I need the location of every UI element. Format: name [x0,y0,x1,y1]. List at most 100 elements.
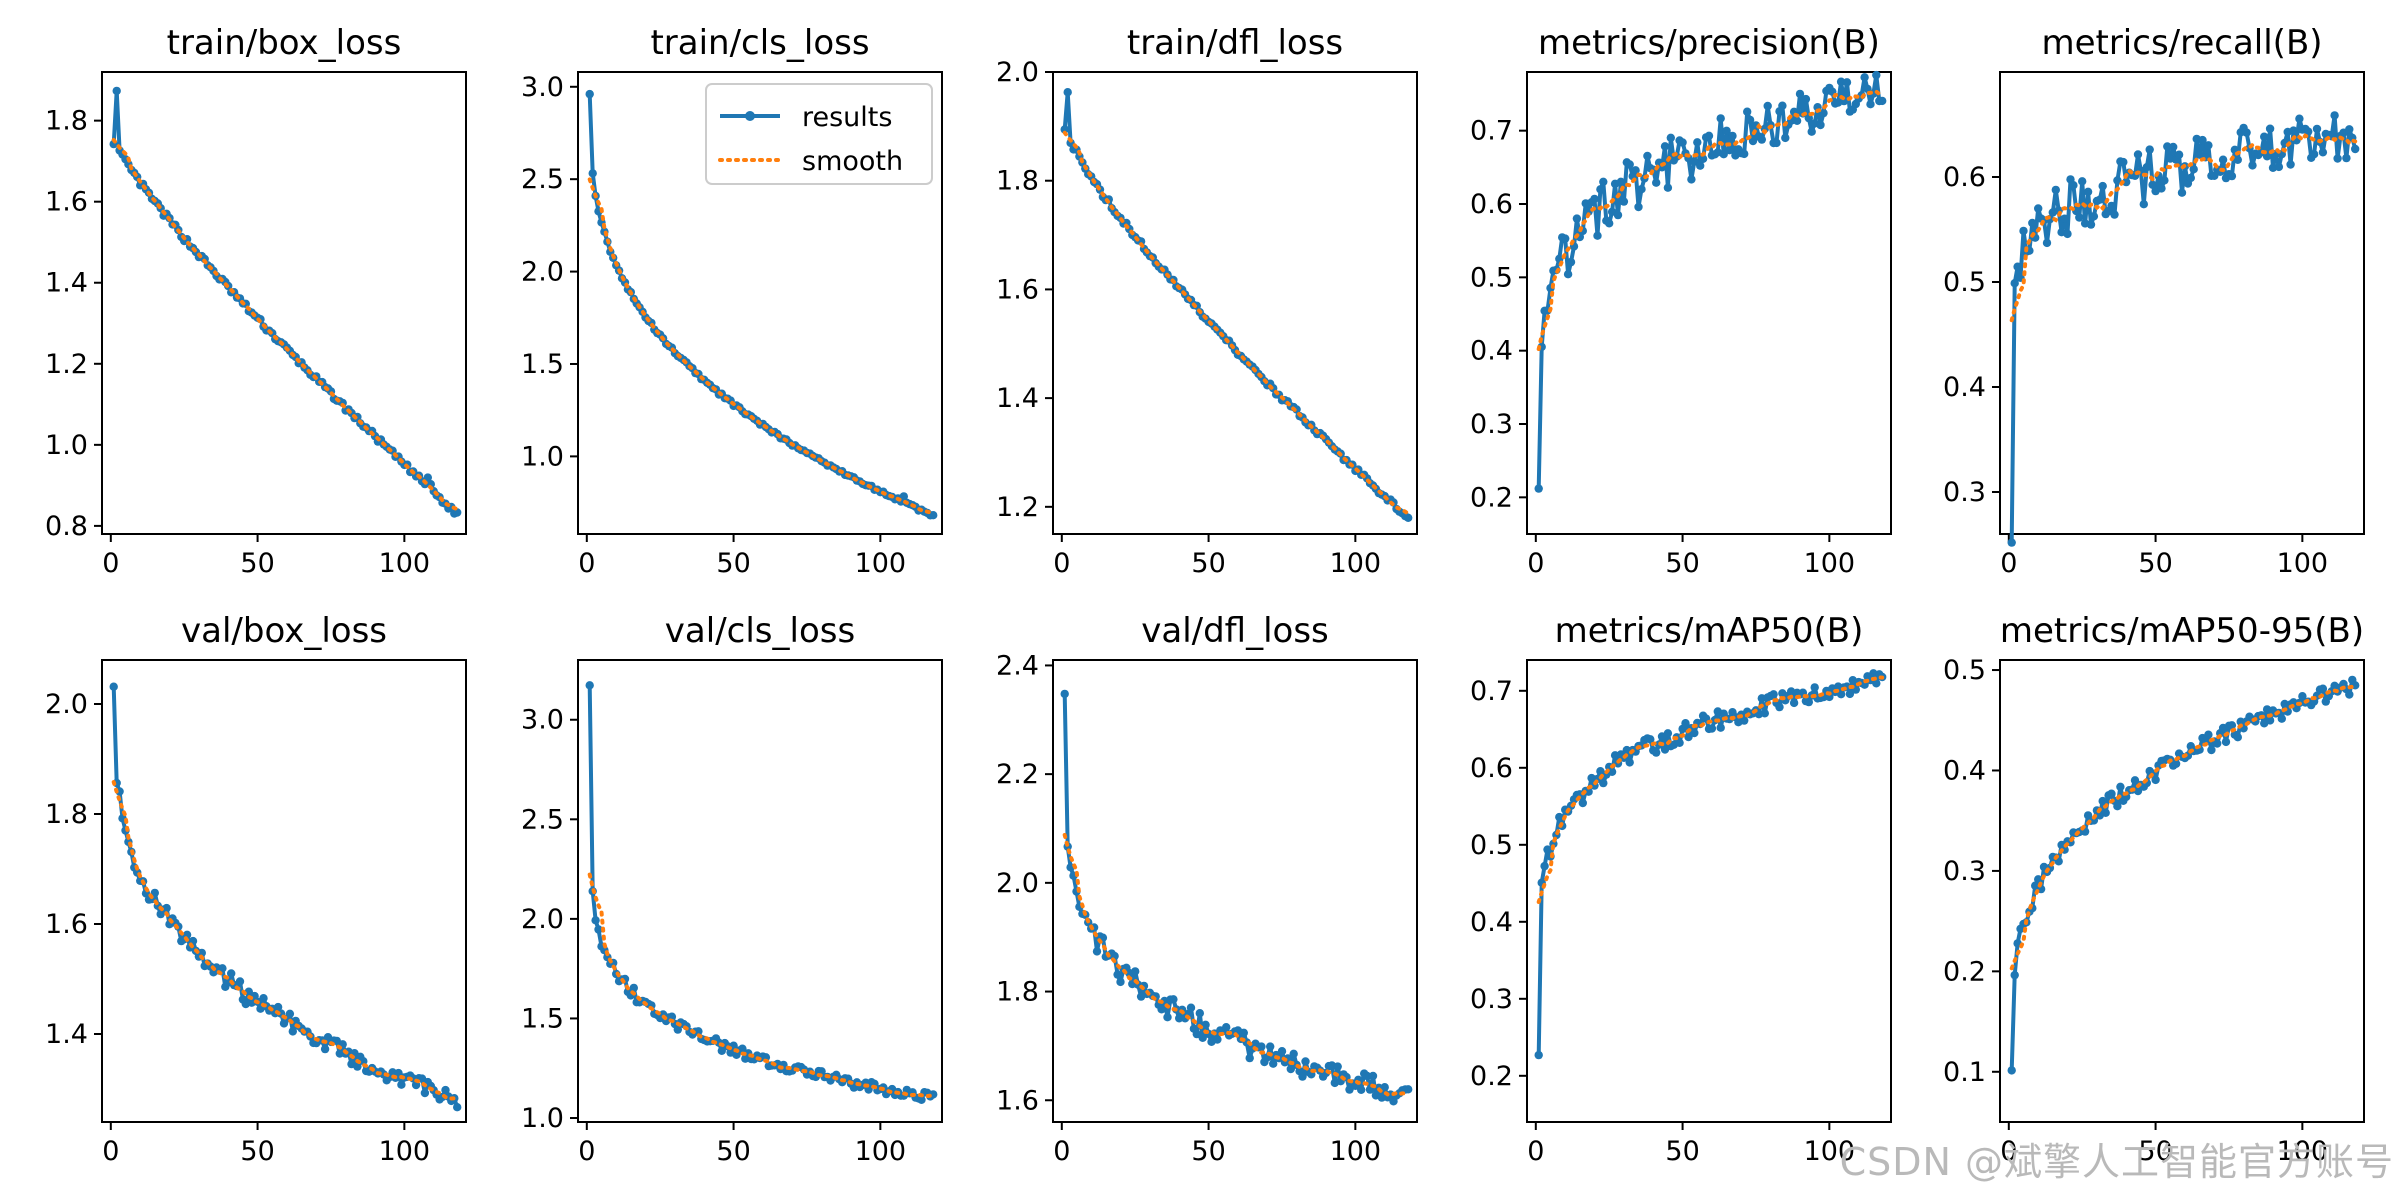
results-point [1198,1033,1207,1043]
results-point [353,1062,362,1071]
results-point [2063,229,2072,239]
x-tick-label: 0 [102,548,119,579]
results-point [1860,73,1869,82]
x-tick-label: 100 [1330,1136,1382,1167]
results-point [2157,184,2166,193]
results-point [2298,692,2307,701]
y-tick-label: 1.6 [996,1085,1039,1116]
y-tick-label: 1.0 [45,430,88,461]
results-point [2274,162,2284,172]
y-tick-label: 0.2 [1470,1061,1513,1092]
results-point [2242,128,2251,137]
results-point [1690,728,1699,738]
results-point [1743,107,1752,116]
results-point [397,1080,406,1089]
results-point [1357,1085,1366,1095]
series-smooth-line [111,137,460,512]
results-point [2122,177,2131,187]
results-point [2295,114,2304,123]
results-point [2089,212,2099,221]
results-point [1872,70,1881,80]
results-point [1663,729,1673,738]
chart-panel-metrics-map50-b-: metrics/mAP50(B) 0 50 100 0.2 0.3 0.4 0.5 0.6 0.7 [1470,611,1892,1167]
y-tick-label: 0.6 [1470,753,1513,784]
results-point [1540,861,1549,871]
results-point [1380,1083,1389,1092]
results-point [1063,88,1072,97]
results-point [1607,767,1617,776]
y-tick-label: 1.5 [521,349,564,380]
results-point [2007,1066,2016,1075]
results-point [2013,262,2022,271]
results-point [359,1057,368,1066]
y-tick-label: 2.2 [996,759,1039,790]
chart-panel-train-cls-loss: train/cls_loss 0 50 100 1.0 1.5 2.0 2.5 3.0 resul… [521,23,943,579]
results-point [1675,738,1684,747]
results-point [1543,845,1552,854]
results-point [1792,116,1802,126]
results-point [2218,155,2228,164]
x-tick-label: 50 [1665,1136,1699,1167]
axes-frame [577,71,943,535]
series-results-line [1062,90,1410,520]
results-point [717,1046,726,1056]
results-point [2342,153,2351,163]
results-point [420,1088,430,1098]
results-point [218,964,227,973]
chart-title: val/cls_loss [665,611,855,651]
y-tick-label: 0.7 [1470,116,1513,147]
series-smooth-line [2009,684,2358,971]
x-tick-label: 50 [240,1136,274,1167]
results-point [1619,197,1629,206]
chart-title: train/dfl_loss [1127,23,1343,63]
y-tick-label: 1.2 [45,349,88,380]
results-point [1643,151,1652,161]
results-point [2221,737,2231,747]
results-point [2069,181,2078,190]
results-point [1698,154,1708,163]
results-point [1289,1049,1298,1059]
chart-panel-metrics-map50-95-b-: metrics/mAP50-95(B) 0 50 100 0.1 0.2 0.3 0.4 0.5 [1943,611,2365,1167]
legend-smooth-label: smooth [802,146,903,177]
results-point [2119,157,2128,167]
results-point [1566,257,1576,267]
y-tick-label: 0.2 [1943,956,1986,987]
x-tick-label: 0 [102,1136,119,1167]
results-point [2174,150,2184,159]
results-point [1845,689,1855,699]
chart-title: metrics/recall(B) [2041,23,2322,63]
results-point [1245,1053,1254,1063]
y-tick-label: 0.4 [1943,372,1986,403]
y-tick-label: 3.0 [521,705,564,736]
y-tick-label: 0.4 [1470,336,1513,367]
y-tick-label: 1.8 [45,799,88,830]
y-tick-label: 1.4 [45,1019,88,1050]
results-point [1769,690,1778,699]
results-point [1131,967,1140,976]
results-point [150,888,159,898]
results-point [320,1044,330,1054]
results-point [1842,78,1852,87]
results-point [1775,702,1784,712]
series-results-line [1536,73,1883,489]
results-point [1681,719,1690,728]
x-tick-label: 0 [2000,1136,2017,1167]
results-point [2248,161,2257,170]
results-point [1060,689,1069,699]
results-point [2133,150,2143,159]
results-point [2198,135,2207,145]
x-tick-label: 100 [2277,548,2329,579]
results-point [1637,185,1646,194]
results-point [2110,210,2119,219]
results-point [1616,177,1626,186]
results-point [2333,154,2342,163]
chart-panel-val-cls-loss: val/cls_loss 0 50 100 1.0 1.5 2.0 2.5 3.0 [521,611,943,1167]
results-point [453,1103,462,1112]
results-point [285,1009,295,1018]
y-tick-label: 0.3 [1943,856,1986,887]
watermark: CSDN @斌擎人工智能官方账号 [1839,1140,2394,1184]
results-point [1740,716,1749,725]
results-point [1716,723,1725,732]
results-point [1804,697,1814,707]
